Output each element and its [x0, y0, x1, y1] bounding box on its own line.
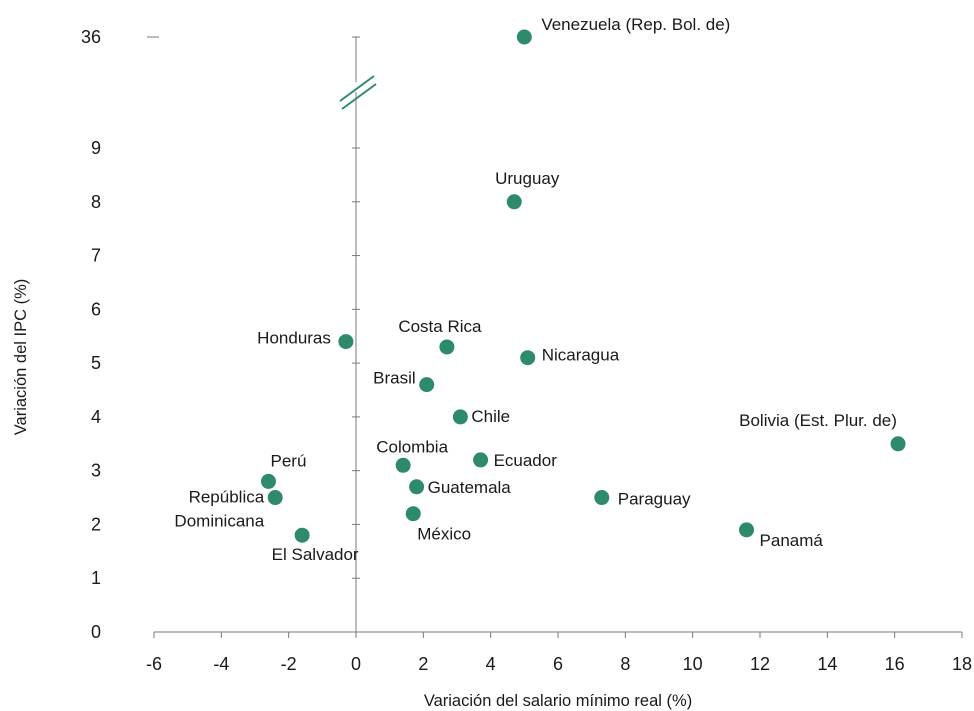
x-ticks: -6 -4 -2 0 2 4 6 8 10 12 14 16 18: [146, 632, 972, 674]
x-tick-label: -6: [146, 654, 162, 674]
data-label: Brasil: [373, 369, 416, 388]
data-label: El Salvador: [272, 545, 359, 564]
data-point: [294, 527, 310, 543]
x-tick-label: 14: [817, 654, 837, 674]
x-tick-label: 8: [620, 654, 630, 674]
y-ticks: 0 1 2 3 4 5 6 7 8 9 36: [81, 27, 360, 642]
x-tick-label: 18: [952, 654, 972, 674]
x-tick-label: 16: [885, 654, 905, 674]
y-tick-label: 36: [81, 27, 101, 47]
data-point: [267, 490, 283, 506]
data-label: Panamá: [760, 531, 824, 550]
data-point: [516, 29, 532, 45]
x-tick-label: 12: [750, 654, 770, 674]
data-label: Ecuador: [494, 451, 558, 470]
y-tick-label: 6: [91, 299, 101, 319]
data-point: [260, 473, 276, 489]
y-axis-title: Variación del IPC (%): [12, 279, 30, 436]
x-tick-label: 6: [553, 654, 563, 674]
y-tick-label: 8: [91, 192, 101, 212]
y-tick-label: 0: [91, 622, 101, 642]
data-label: Bolivia (Est. Plur. de): [739, 411, 897, 430]
data-label: Perú: [271, 451, 307, 470]
y-tick-label: 3: [91, 461, 101, 481]
data-point: [439, 339, 455, 355]
data-label: Paraguay: [618, 490, 691, 509]
data-label: Guatemala: [428, 478, 512, 497]
y-tick-label: 4: [91, 407, 101, 427]
x-tick-label: 10: [683, 654, 703, 674]
y-tick-label: 7: [91, 246, 101, 266]
data-point: [520, 350, 536, 366]
data-point: [405, 506, 421, 522]
data-labels: Venezuela (Rep. Bol. de) Uruguay Costa Ric…: [174, 15, 896, 564]
x-tick-label: -2: [281, 654, 297, 674]
data-label: Chile: [471, 407, 510, 426]
y-tick-label: 9: [91, 138, 101, 158]
data-point: [419, 377, 435, 393]
data-label: Uruguay: [495, 169, 560, 188]
x-axis-title: Variación del salario mínimo real (%): [424, 692, 692, 710]
data-point: [338, 334, 354, 350]
data-point: [594, 490, 610, 506]
axis-break-mark: [339, 75, 375, 102]
x-tick-label: 0: [351, 654, 361, 674]
data-label: Costa Rica: [398, 317, 482, 336]
y-tick-label: 2: [91, 514, 101, 534]
data-label: Nicaragua: [542, 346, 620, 365]
data-point: [473, 452, 489, 468]
data-point: [739, 522, 755, 538]
x-tick-label: 2: [418, 654, 428, 674]
data-point: [506, 194, 522, 210]
y-tick-label: 1: [91, 568, 101, 588]
data-points: [260, 29, 906, 543]
y-tick-label: 5: [91, 353, 101, 373]
data-label: Venezuela (Rep. Bol. de): [541, 15, 730, 34]
data-label: Colombia: [376, 437, 448, 456]
data-label: República Dominicana: [174, 488, 264, 531]
data-label: México: [417, 525, 471, 544]
data-point: [409, 479, 425, 495]
data-point: [452, 409, 468, 425]
axis-break-mark: [341, 83, 377, 110]
data-label: Honduras: [257, 329, 331, 348]
x-tick-label: 4: [486, 654, 496, 674]
x-tick-label: -4: [213, 654, 229, 674]
data-point: [890, 436, 906, 452]
data-point: [395, 457, 411, 473]
